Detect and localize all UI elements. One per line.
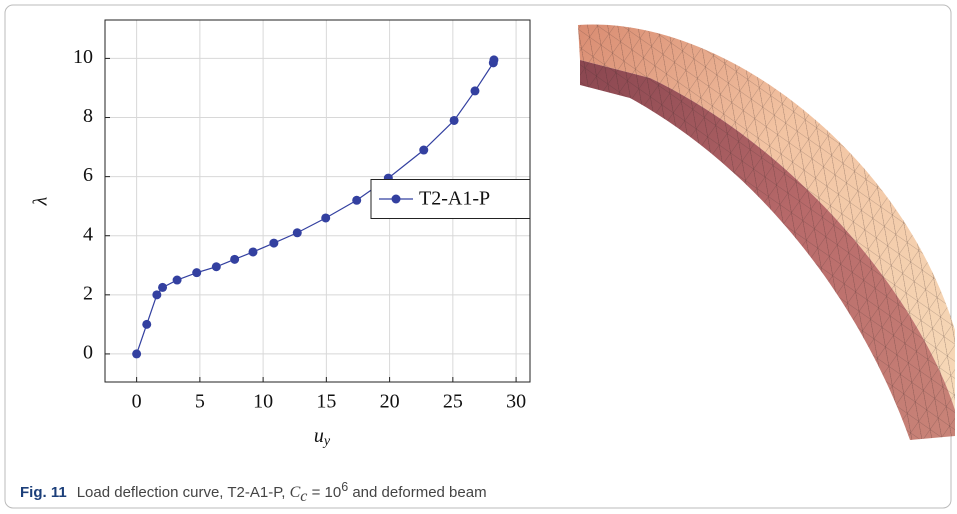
x-tick-label: 0 — [132, 391, 142, 413]
caption: Fig. 11 Load deflection curve, T2-A1-P, C… — [20, 480, 487, 506]
data-point — [352, 196, 361, 205]
y-tick-label: 2 — [83, 282, 93, 304]
data-point — [142, 320, 151, 329]
chart: 0 5 10 15 20 25 30 0 2 4 6 8 10 T2-A1-P uy λ — [0, 0, 957, 514]
y-tick-label: 6 — [83, 164, 93, 186]
data-point — [192, 268, 201, 277]
data-point — [248, 247, 257, 256]
x-tick-label: 30 — [506, 391, 526, 413]
x-tick-label: 25 — [443, 391, 463, 413]
x-tick-label: 15 — [316, 391, 336, 413]
y-tick-label: 8 — [83, 105, 93, 127]
data-point — [489, 55, 498, 64]
data-point — [230, 255, 239, 264]
figure-border — [5, 5, 951, 508]
x-axis-label: uy — [314, 425, 331, 450]
data-point — [321, 213, 330, 222]
figure: 0 5 10 15 20 25 30 0 2 4 6 8 10 T2-A1-P uy λ Fig. 11 L… — [0, 0, 957, 514]
data-point — [158, 283, 167, 292]
beam-render — [578, 24, 955, 440]
data-point — [269, 239, 278, 248]
x-tick-label: 20 — [380, 391, 400, 413]
legend-label: T2-A1-P — [419, 188, 490, 210]
data-point — [419, 146, 428, 155]
y-tick-label: 0 — [83, 342, 93, 364]
caption-math-sub: c — [300, 488, 307, 505]
caption-suffix: and deformed beam — [352, 484, 486, 501]
data-point — [132, 349, 141, 358]
legend-marker — [392, 195, 401, 204]
caption-math-eq: = 10 — [312, 484, 342, 501]
data-point — [293, 228, 302, 237]
caption-text: Load deflection curve, T2-A1-P, — [77, 484, 286, 501]
y-axis-label: λ — [30, 196, 52, 206]
data-point — [212, 262, 221, 271]
data-point — [173, 276, 182, 285]
x-tick-label: 10 — [253, 391, 273, 413]
data-point — [152, 290, 161, 299]
x-tick-label: 5 — [195, 391, 205, 413]
y-tick-label: 10 — [73, 46, 93, 68]
y-tick-label: 4 — [83, 223, 93, 245]
caption-math-sup: 6 — [341, 480, 348, 494]
data-point — [450, 116, 459, 125]
caption-math: C — [290, 484, 301, 501]
caption-label: Fig. 11 — [20, 484, 67, 501]
data-point — [470, 86, 479, 95]
